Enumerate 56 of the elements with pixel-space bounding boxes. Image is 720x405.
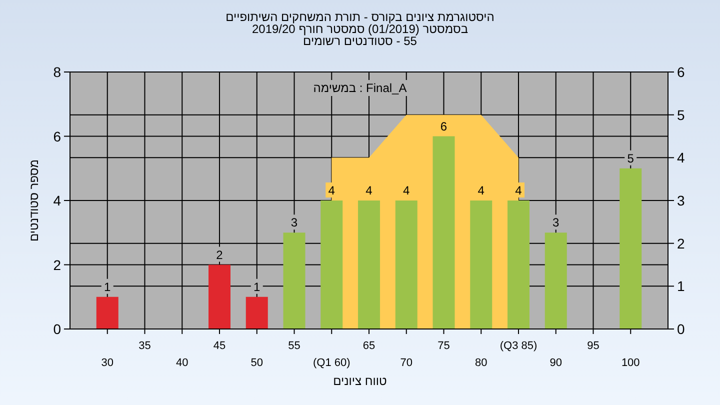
- data-label: 2: [216, 248, 224, 262]
- data-label: 5: [627, 151, 634, 166]
- y-tick-label: 0: [53, 321, 62, 337]
- data-label: 3: [552, 216, 560, 230]
- annotation: במשימה : Final_A: [313, 81, 407, 95]
- bar: [432, 136, 455, 329]
- data-label: 4: [515, 184, 522, 198]
- x-tick-label: 95: [587, 340, 600, 352]
- y-tick-label: 2: [53, 256, 62, 273]
- data-label: 4: [366, 184, 373, 198]
- y2-tick-label: 0: [677, 321, 685, 337]
- x-tick-label: 100: [621, 357, 640, 369]
- x-tick-label: 90: [550, 357, 562, 369]
- bar: [544, 232, 567, 329]
- y-axis-title: מספר סטודנטים: [27, 159, 41, 242]
- bar: [508, 200, 530, 329]
- x-axis-title: טווח ציונים: [333, 374, 388, 388]
- bar: [470, 200, 492, 329]
- chart-subtitle: בסמסטר (01/2019) סמסטר חורף 2019/20 55 - סטודנטים רשומים: [252, 22, 468, 48]
- y-tick-label: 6: [53, 128, 62, 144]
- y2-tick-label: 5: [677, 106, 685, 123]
- x-tick-label: 65: [362, 340, 376, 352]
- x-tick-label: 45: [213, 340, 226, 352]
- bar: [208, 264, 230, 329]
- x-tick-label: 35: [138, 340, 151, 352]
- y2-tick-label: 6: [677, 64, 685, 80]
- bar: [620, 168, 642, 329]
- y2-tick-label: 1: [677, 278, 685, 294]
- x-tick-label: 75: [438, 340, 450, 352]
- bar: [246, 296, 268, 329]
- data-label: 4: [478, 184, 485, 198]
- chart-title: היסטוגרמת ציונים בקורס - תורת המשחקים השיתופיים: [226, 10, 494, 24]
- bar: [96, 296, 118, 329]
- x-tick-label: 80: [475, 357, 488, 369]
- y-tick-label: 8: [53, 64, 62, 80]
- bar: [320, 200, 343, 329]
- data-label: 1: [104, 280, 112, 294]
- data-label: 6: [440, 119, 448, 134]
- data-label: 1: [254, 280, 261, 294]
- data-label: 4: [328, 184, 336, 198]
- x-tick-label: 50: [250, 357, 263, 369]
- bar: [395, 200, 418, 329]
- data-label: 3: [290, 216, 298, 230]
- x-tick-label: (Q3 85): [500, 340, 538, 352]
- x-tick-label: 70: [400, 357, 412, 369]
- x-tick-label: 30: [101, 357, 114, 369]
- bar: [283, 232, 306, 329]
- y2-tick-label: 4: [677, 150, 685, 166]
- y2-tick-label: 2: [677, 235, 685, 252]
- x-tick-label: 40: [176, 357, 188, 369]
- bar: [358, 200, 380, 329]
- y2-tick-label: 3: [677, 192, 685, 208]
- x-tick-label: 55: [288, 340, 300, 352]
- y-tick-label: 4: [53, 192, 62, 208]
- data-label: 4: [403, 184, 410, 198]
- x-tick-label: (Q1 60): [312, 357, 350, 369]
